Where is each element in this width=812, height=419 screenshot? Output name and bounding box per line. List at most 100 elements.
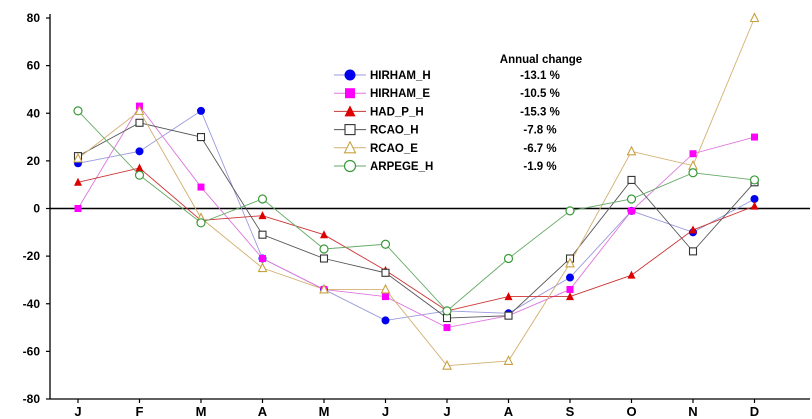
series-points-rcao-e (73, 12, 760, 370)
y-tick-label: 80 (27, 11, 41, 25)
data-point-rcao-h (381, 268, 390, 277)
annual-change-value: -13.1 % (520, 70, 560, 82)
x-tick-label: O (626, 404, 636, 419)
legend-marker (343, 159, 357, 173)
y-tick-label: -80 (23, 392, 41, 406)
data-point-hirham-e (751, 133, 758, 141)
x-tick-label: M (196, 404, 207, 419)
legend-item-hirham-h: HIRHAM_H -13.1 % (334, 69, 560, 82)
data-point-rcao-e (73, 152, 83, 163)
legend-item-rcao-e: RCAO_E -6.7 % (334, 140, 557, 155)
data-point-hirham-h (135, 147, 144, 156)
series-line-rcao-h (77, 122, 755, 319)
annual-change-value: -10.5 % (520, 88, 560, 100)
series-points-hirham-e (74, 102, 758, 332)
data-point-rcao-h (442, 313, 452, 323)
x-tick-label: A (504, 404, 514, 419)
data-point-had-p-h (566, 292, 574, 301)
data-point-hirham-e (566, 285, 574, 293)
legend-item-had-p-h: HAD_P_H -15.3 % (334, 105, 560, 118)
data-point-arpege-h (73, 106, 83, 116)
data-point-rcao-e (319, 283, 329, 294)
series-line-had-p-h (77, 167, 755, 312)
x-tick-label: S (566, 404, 575, 419)
data-point-rcao-e (442, 359, 452, 370)
data-point-rcao-h (319, 254, 329, 263)
legend-marker (344, 124, 356, 136)
series-lines (77, 17, 755, 367)
data-point-rcao-h (135, 118, 144, 127)
data-point-had-p-h (504, 292, 513, 301)
y-tick-label: 20 (27, 154, 41, 168)
legend-label: HIRHAM_H (370, 70, 431, 82)
data-point-hirham-e (443, 324, 451, 332)
x-tick-label: N (688, 404, 697, 419)
legend-marker (343, 140, 357, 154)
data-point-arpege-h (442, 306, 452, 316)
data-point-had-p-h (689, 225, 697, 234)
series-line-rcao-e (77, 17, 755, 367)
data-point-hirham-e (197, 183, 205, 191)
annual-change-value: -6.7 % (523, 143, 556, 155)
y-tick-label: -20 (23, 249, 41, 263)
data-point-hirham-h (566, 273, 574, 282)
data-point-hirham-h (197, 106, 205, 115)
series-points-arpege-h (73, 106, 760, 316)
legend-item-arpege-h: ARPEGE_H -1.9 % (334, 159, 557, 173)
legend-label: ARPEGE_H (370, 161, 433, 173)
data-point-rcao-e (134, 105, 145, 115)
annual-change-title: Annual change (500, 54, 582, 66)
data-point-rcao-h (196, 133, 206, 142)
data-point-rcao-e (503, 355, 514, 365)
data-point-arpege-h (319, 244, 329, 254)
data-point-hirham-e (74, 205, 82, 212)
y-tick-label: 0 (33, 202, 40, 216)
data-point-rcao-e (626, 145, 637, 156)
x-tick-label: J (74, 404, 81, 419)
series-line-arpege-h (77, 110, 755, 312)
legend-marker (345, 88, 355, 99)
data-point-rcao-h (504, 311, 513, 320)
legend-label: RCAO_H (370, 125, 419, 137)
series-line-hirham-h (77, 110, 755, 321)
data-point-hirham-e (689, 150, 697, 158)
data-point-arpege-h (626, 194, 637, 204)
data-point-had-p-h (750, 201, 759, 210)
series-line-hirham-e (77, 105, 755, 329)
data-point-rcao-h (258, 230, 267, 239)
series-points-had-p-h (74, 163, 759, 315)
data-point-arpege-h (257, 194, 268, 204)
annual-change-value: -15.3 % (520, 106, 560, 118)
y-tick-label: -40 (23, 297, 41, 311)
data-point-arpege-h (688, 168, 698, 178)
x-tick-label: D (750, 404, 759, 419)
legend-label: HAD_P_H (370, 106, 424, 118)
data-point-had-p-h (74, 177, 82, 186)
x-tick-label: J (443, 404, 450, 419)
data-point-rcao-e (380, 283, 391, 294)
data-point-arpege-h (380, 239, 391, 249)
data-point-arpege-h (134, 170, 145, 180)
data-point-had-p-h (320, 230, 328, 239)
y-tick-label: -60 (23, 344, 41, 358)
legend-item-rcao-h: RCAO_H -7.8 % (334, 124, 557, 137)
legend: Annual change HIRHAM_H -13.1 % HIRHAM_E -10… (334, 54, 582, 173)
data-point-hirham-h (381, 316, 390, 325)
x-tick-label: F (136, 404, 144, 419)
data-point-hirham-e (382, 293, 389, 301)
annual-change-value: -7.8 % (523, 125, 556, 137)
data-point-had-p-h (135, 163, 144, 172)
legend-marker (344, 105, 356, 117)
y-tick-label: 60 (27, 59, 41, 73)
legend-label: RCAO_E (370, 143, 418, 155)
legend-item-hirham-e: HIRHAM_E -10.5 % (334, 88, 560, 100)
data-point-rcao-e (749, 12, 760, 23)
legend-marker (344, 69, 356, 81)
data-point-rcao-e (565, 257, 575, 268)
data-point-rcao-h (627, 175, 636, 184)
annual-change-value: -1.9 % (523, 161, 556, 173)
data-point-hirham-e (628, 207, 635, 215)
x-tick-label: M (319, 404, 330, 419)
